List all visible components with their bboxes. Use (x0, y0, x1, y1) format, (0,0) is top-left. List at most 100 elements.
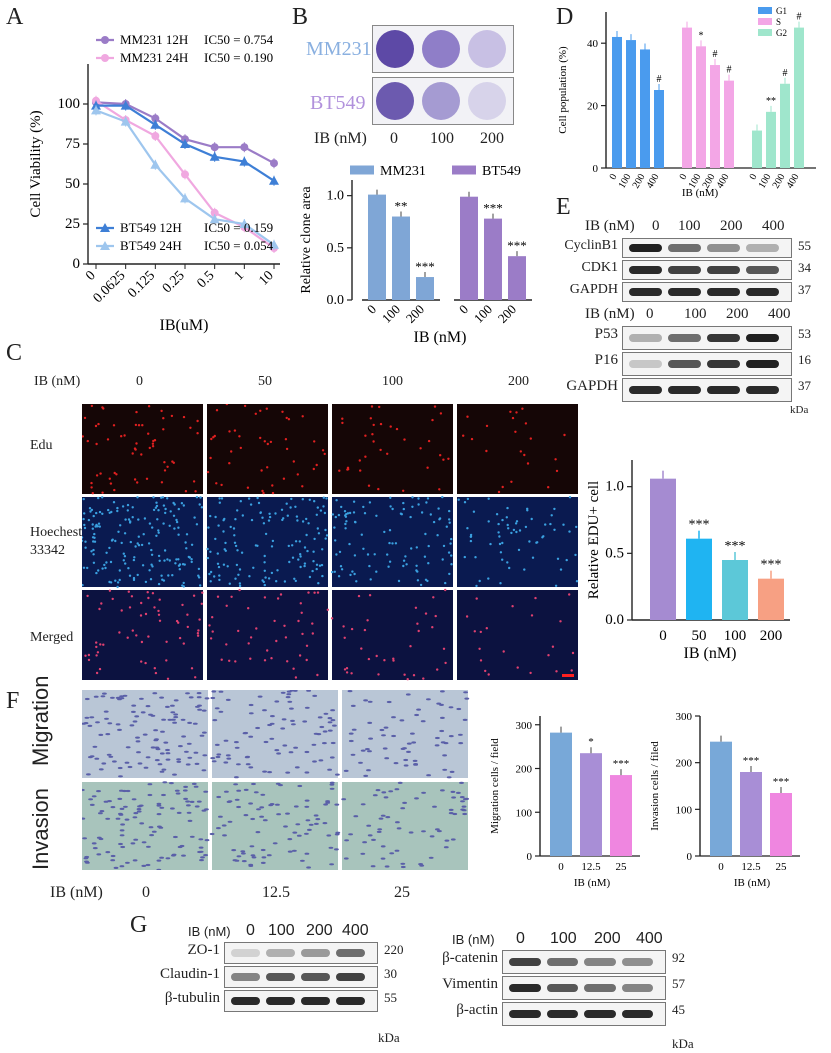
cell-mark (330, 741, 336, 745)
cell-dot (303, 564, 306, 568)
cell-mark (304, 750, 310, 754)
cell-mark (234, 776, 239, 779)
cell-mark (91, 795, 97, 798)
cell-dot (108, 477, 111, 480)
cell-mark (351, 728, 357, 731)
cell-dot (457, 498, 460, 501)
cell-dot (367, 484, 371, 487)
edu-microscopy-grid (80, 402, 586, 686)
cell-dot (529, 671, 532, 675)
cell-dot (444, 588, 447, 592)
cell-dot (132, 558, 136, 562)
cell-mark (383, 796, 389, 799)
cell-dot (344, 527, 347, 530)
cell-mark (129, 724, 135, 727)
blot-strip-catenin (502, 950, 666, 974)
dose-g-right-0: 0 (516, 930, 525, 947)
cell-dot (324, 528, 327, 532)
blot-band (707, 360, 740, 368)
cell-dot (198, 618, 201, 621)
d-sig-label: # (783, 68, 788, 79)
cell-mark (322, 730, 328, 733)
cell-dot (147, 432, 150, 435)
cell-dot (157, 613, 161, 616)
cell-dot (122, 559, 125, 562)
cell-dot (163, 549, 167, 552)
cell-mark (380, 845, 386, 848)
a-point-bt549-12h (150, 119, 161, 129)
cell-dot (487, 497, 490, 500)
cell-dot (162, 579, 166, 582)
cell-dot (416, 579, 420, 582)
a-x-tick-label: 0.25 (160, 268, 188, 296)
cell-dot (157, 609, 160, 613)
cell-mark (372, 794, 378, 797)
cell-dot (315, 567, 318, 571)
cell-dot (444, 581, 447, 585)
cell-mark (147, 783, 153, 786)
cell-dot (485, 424, 489, 428)
cell-mark (149, 834, 154, 837)
cell-dot (123, 434, 126, 437)
cell-mark (132, 720, 138, 723)
cell-dot (118, 631, 121, 634)
dose-f-12.5: 12.5 (262, 884, 290, 901)
row-label-edu: Edu (30, 438, 53, 453)
panel-letter-a: A (6, 4, 24, 30)
cell-mark (341, 798, 347, 801)
blot-band (629, 334, 662, 342)
cell-dot (514, 430, 517, 433)
cell-mark (145, 756, 151, 759)
cell-mark (163, 741, 169, 744)
cell-mark (313, 732, 319, 735)
fm-bar-12-5 (580, 753, 602, 856)
cell-dot (122, 552, 125, 555)
fm-y-tick-label: 300 (516, 720, 533, 732)
cell-dot (438, 518, 441, 521)
cell-dot (177, 533, 180, 536)
cell-dot (343, 668, 347, 671)
cell-dot (402, 564, 405, 568)
cell-mark (199, 734, 205, 737)
cell-dot (497, 522, 500, 526)
cell-dot (153, 667, 156, 670)
cell-dot (92, 514, 95, 518)
cell-dot (86, 566, 89, 570)
cell-dot (362, 547, 365, 550)
cell-mark (278, 784, 283, 787)
a-point-bt549-24h (239, 219, 250, 228)
cell-dot (281, 410, 284, 413)
cell-mark (388, 790, 394, 793)
cell-dot (113, 471, 116, 475)
cell-mark (432, 805, 437, 808)
blot-band (629, 360, 662, 368)
cell-dot (155, 501, 158, 504)
cell-mark (311, 743, 317, 746)
cell-dot (127, 518, 131, 521)
cell-mark (322, 822, 328, 825)
cell-dot (322, 505, 325, 508)
cell-mark (327, 768, 332, 771)
cell-dot (528, 540, 531, 543)
cell-dot (395, 427, 399, 431)
cell-dot (131, 516, 134, 519)
cell-mark (328, 846, 334, 849)
dish-bt549-0 (376, 82, 414, 120)
blot-band (668, 386, 701, 394)
cell-mark (365, 748, 370, 751)
cell-dot (554, 584, 558, 587)
cell-dot (479, 630, 482, 634)
cell-dot (180, 502, 184, 505)
cell-dot (123, 555, 127, 558)
cell-dot (87, 653, 91, 657)
cell-dot (173, 503, 176, 506)
cell-dot (119, 524, 122, 527)
d-legend-swatch (758, 7, 772, 14)
cell-dot (392, 659, 395, 662)
cell-dot (209, 550, 212, 553)
cell-dot (83, 512, 86, 515)
cell-dot (343, 510, 347, 513)
cell-mark (218, 690, 224, 693)
